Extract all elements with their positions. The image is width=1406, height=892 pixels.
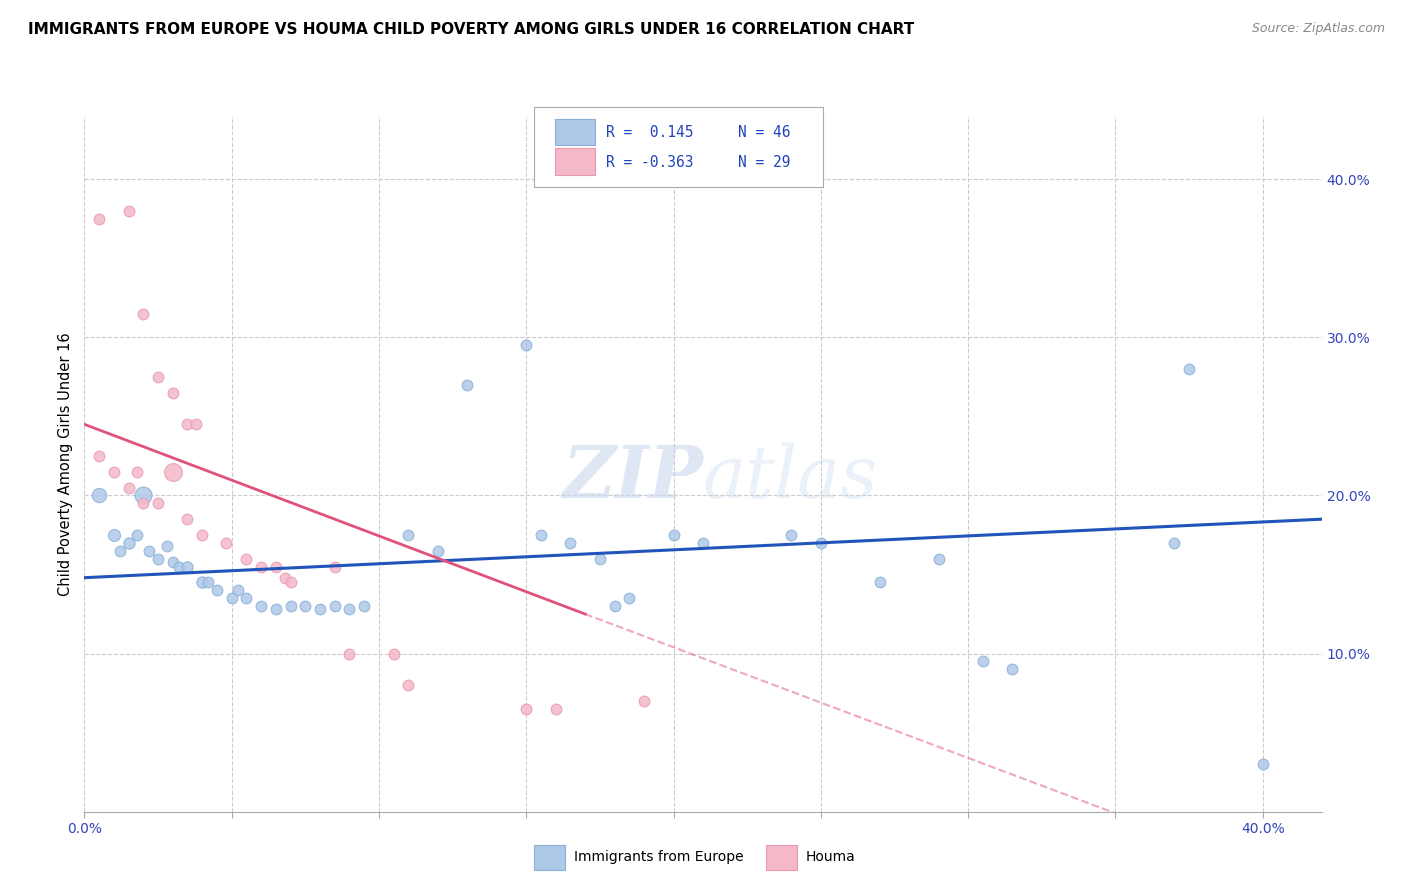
Point [127, 528, 149, 542]
Point [146, 496, 169, 510]
Point [117, 536, 139, 550]
Point [396, 678, 419, 692]
Point [972, 655, 994, 669]
Point [146, 551, 169, 566]
Point [633, 694, 655, 708]
Point [515, 702, 537, 716]
Point [382, 647, 405, 661]
Point [103, 465, 125, 479]
Point [353, 599, 375, 614]
Text: IMMIGRANTS FROM EUROPE VS HOUMA CHILD POVERTY AMONG GIRLS UNDER 16 CORRELATION C: IMMIGRANTS FROM EUROPE VS HOUMA CHILD PO… [28, 22, 914, 37]
Point [146, 369, 169, 384]
Point [309, 602, 332, 616]
Point [215, 536, 238, 550]
Point [273, 571, 295, 585]
Point [186, 417, 208, 432]
Point [117, 203, 139, 218]
Point [426, 543, 449, 558]
Point [339, 602, 361, 616]
Point [589, 551, 612, 566]
Point [323, 599, 346, 614]
Point [162, 385, 184, 400]
Point [235, 591, 257, 606]
Text: Houma: Houma [806, 850, 855, 864]
Point [1001, 662, 1024, 676]
Point [619, 591, 641, 606]
Point [1251, 757, 1274, 772]
Point [176, 417, 198, 432]
Text: R = -0.363: R = -0.363 [606, 155, 693, 169]
Point [167, 559, 190, 574]
Point [138, 543, 160, 558]
Point [108, 543, 131, 558]
Point [197, 575, 219, 590]
Text: ZIP: ZIP [562, 442, 703, 513]
Point [132, 496, 155, 510]
Text: R =  0.145: R = 0.145 [606, 126, 693, 140]
Point [339, 647, 361, 661]
Point [560, 536, 582, 550]
Point [127, 465, 149, 479]
Point [264, 559, 287, 574]
Point [264, 602, 287, 616]
Point [132, 307, 155, 321]
Point [280, 575, 302, 590]
Point [515, 338, 537, 352]
Point [205, 583, 228, 598]
Point [162, 465, 184, 479]
Point [156, 539, 179, 553]
Point [226, 583, 249, 598]
Point [530, 528, 553, 542]
Point [544, 702, 567, 716]
Point [191, 575, 214, 590]
Point [117, 481, 139, 495]
Point [662, 528, 685, 542]
Point [221, 591, 243, 606]
Point [191, 528, 214, 542]
Point [928, 551, 950, 566]
Point [132, 488, 155, 502]
Point [294, 599, 316, 614]
Point [280, 599, 302, 614]
Point [1178, 362, 1201, 376]
Text: Source: ZipAtlas.com: Source: ZipAtlas.com [1251, 22, 1385, 36]
Point [603, 599, 626, 614]
Point [396, 528, 419, 542]
Text: N = 46: N = 46 [738, 126, 790, 140]
Point [176, 559, 198, 574]
Point [162, 555, 184, 569]
Point [87, 488, 110, 502]
Point [235, 551, 257, 566]
Point [323, 559, 346, 574]
Point [250, 599, 273, 614]
Point [810, 536, 832, 550]
Text: Immigrants from Europe: Immigrants from Europe [574, 850, 744, 864]
Point [250, 559, 273, 574]
Point [87, 449, 110, 463]
Point [692, 536, 714, 550]
Point [780, 528, 803, 542]
Text: atlas: atlas [703, 442, 879, 513]
Text: N = 29: N = 29 [738, 155, 790, 169]
Point [176, 512, 198, 526]
Point [456, 377, 478, 392]
Y-axis label: Child Poverty Among Girls Under 16: Child Poverty Among Girls Under 16 [58, 332, 73, 596]
Point [869, 575, 891, 590]
Point [1163, 536, 1185, 550]
Point [103, 528, 125, 542]
Point [87, 211, 110, 226]
